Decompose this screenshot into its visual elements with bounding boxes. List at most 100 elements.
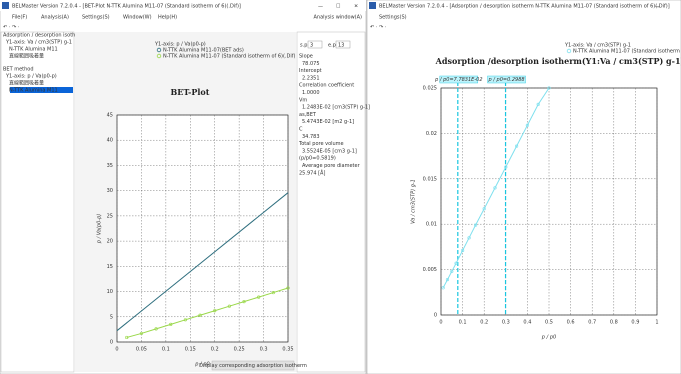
tree-item[interactable]: N-TTK Alumina M11 [9,47,58,53]
x-tick-label: 0.3 [502,320,510,326]
data-point [525,123,530,127]
sp-value[interactable]: 3 [310,43,313,49]
tree-item[interactable]: BET method [3,67,34,73]
info-line: (p/p0=0.5819) [299,156,336,162]
y-axis-label: p / Va(p0-p) [97,214,103,244]
y-tick-label: 0.005 [423,267,437,273]
ep-input[interactable] [335,40,351,49]
menu-item[interactable]: Analysis(A) [41,15,69,21]
info-line: as,BET [299,112,317,118]
tree-selection [10,87,73,93]
ep-label: e.p. [328,43,338,49]
minimize[interactable]: — [318,4,323,10]
legend-marker [156,47,162,53]
legend-entry: N-TTK Alumina M11-07 (Standard isotherm … [573,49,681,55]
x-tick-label: 0.35 [282,347,293,353]
button[interactable] [211,360,295,371]
x-tick-label: 0.6 [567,320,575,326]
app-icon [2,2,9,9]
toolbar[interactable]: ↶ · ↷ · [370,25,387,31]
data-point [450,269,454,274]
menu-item[interactable]: Settings(S) [82,15,110,21]
y-tick-label: 20 [107,239,113,245]
cursor-label: p / p0=7.7831E-02 [434,77,482,83]
menu-item[interactable]: Analysis window(A) [314,15,363,21]
data-point [139,331,144,336]
tree-item[interactable]: N-TTK Alumina M11 [9,88,58,94]
data-point [125,335,129,340]
x-tick-label: 0 [115,347,118,353]
x-tick-label: 1 [655,320,658,326]
data-point [242,300,246,304]
x-tick-label: 0.2 [211,347,219,353]
data-point [183,318,187,322]
minimize[interactable]: — [655,4,660,10]
data-point [154,327,158,331]
y-tick-label: 0 [434,313,437,319]
info-line: 1.0000 [302,90,320,96]
info-line: 25.974 [Å] [299,169,325,176]
data-point [473,223,478,227]
menu-item[interactable]: Settings(S) [379,15,407,21]
tree-item[interactable]: Adsorption / desorption isoth [3,33,75,39]
plot-area [116,114,289,343]
legend-marker [156,53,162,59]
info-line: C [299,127,303,133]
x-tick-label: 0.7 [588,320,596,326]
tree-item[interactable]: 直線範囲吸着量 [9,80,44,87]
x-tick-label: 0.5 [545,320,553,326]
data-point [467,236,471,240]
menu-item[interactable]: Help(H) [158,15,177,21]
cursor-label-bg [439,75,479,84]
button-label[interactable]: Display corresponding adsorption isother… [199,363,307,369]
menu-item[interactable]: File(F) [12,15,27,21]
y-tick-label: 40 [107,138,113,144]
menu-item[interactable]: Window(W) [123,15,152,21]
x-tick-label: 0 [439,320,442,326]
sp-input[interactable] [307,40,323,49]
x-tick-label: 0.25 [234,347,245,353]
y-tick-label: 0.02 [426,131,437,137]
legend-entry: N-TTK Alumina M11-07 (Standard isotherm … [163,54,296,60]
info-line: 1.2483E-02 [cm3(STP) g-1] [302,105,370,111]
ep-value[interactable]: 13 [338,43,344,49]
info-line: 5.4743E-02 [m2 g-1] [302,119,354,125]
data-point [198,313,202,317]
x-tick-label: 0.8 [610,320,618,326]
window-title: BELMaster Version 7.2.0.4 - [BET-Plot N-… [12,4,241,10]
toolbar[interactable]: ↶ · ↷ · [3,25,20,31]
tree-item[interactable]: Y1-axis: p / Va(p0-p) [5,74,57,80]
y-tick-label: 45 [107,113,113,119]
tree-item[interactable]: 直線範囲吸着量 [9,53,44,60]
series-line [116,192,289,332]
close[interactable]: ✕ [354,4,358,10]
x-tick-label: 0.1 [459,320,467,326]
x-tick-label: 0.4 [523,320,531,326]
y-tick-label: 0 [110,340,113,346]
y-tick-label: 35 [107,163,113,169]
data-point [514,144,519,148]
legend-title: Y1-axis: Va / cm3(STP) g-1 [564,43,631,49]
y-tick-label: 15 [107,264,113,270]
data-point [536,102,540,106]
data-point [169,322,173,326]
data-point [271,290,275,295]
tree-item[interactable]: Y1-axis: Va / cm3(STP) g-1 [5,40,72,46]
x-tick-label: 0.15 [185,347,196,353]
y-tick-label: 0.025 [423,86,437,92]
cursor-label: p / p0=0.2988 [488,77,525,83]
x-axis-label: p / p0 [541,335,556,341]
maximize[interactable]: ☐ [336,4,340,10]
title-bar [0,0,366,11]
info-panel [296,31,366,373]
data-point [493,186,497,190]
info-line: Vm [299,97,307,103]
sp-label: s.p. [300,43,309,49]
data-point [213,309,217,313]
data-point [504,165,508,169]
data-point [482,207,486,211]
info-line: Average pore diameter [302,163,361,169]
y-tick-label: 30 [107,188,113,194]
x-axis-label: p / p0 [194,362,209,368]
